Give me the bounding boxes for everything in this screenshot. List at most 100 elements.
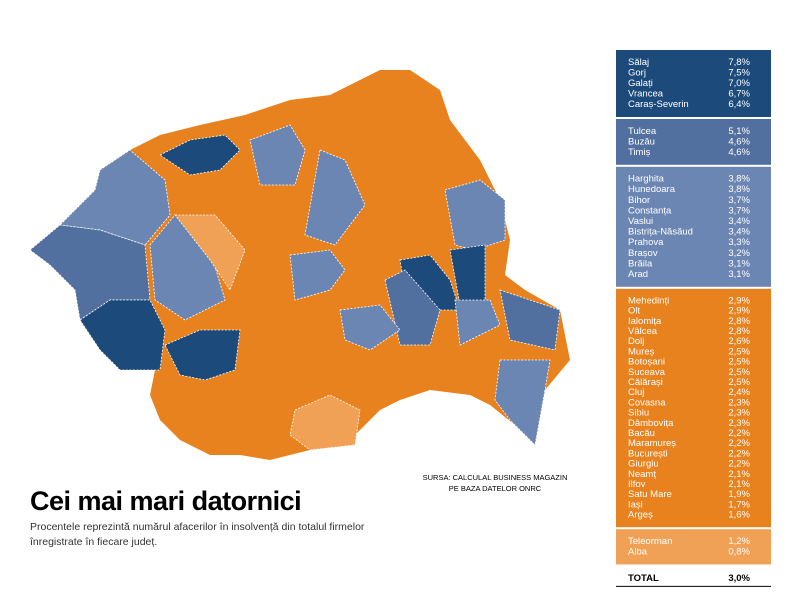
county-name: Giurgiu [628, 459, 659, 470]
county-name: Harghita [628, 174, 665, 185]
legend-group [616, 119, 771, 165]
legend-group [616, 288, 771, 528]
county-value: 2,2% [728, 448, 750, 459]
county [304, 149, 366, 246]
county-name: Mehedinți [628, 295, 669, 306]
county-value: 6,7% [728, 89, 750, 100]
county-name: Buzău [628, 136, 655, 147]
county-name: Prahova [628, 237, 664, 248]
county-name: Olt [628, 306, 641, 317]
county-name: Mureș [628, 346, 655, 357]
county-name: Suceava [628, 367, 666, 378]
county-name: Vrancea [628, 89, 664, 100]
county-value: 5,1% [728, 126, 750, 137]
county-value: 3,1% [728, 269, 750, 280]
county-name: Constanța [628, 205, 672, 216]
county-name: Alba [628, 547, 648, 558]
county-name: Teleorman [628, 536, 672, 547]
county-name: Vâlcea [628, 326, 658, 337]
county-value: 2,5% [728, 357, 750, 368]
county-name: Gorj [628, 67, 646, 78]
legend: Sălaj 7,8% Gorj 7,5% Galați 7,0% Vrancea 6,7% Ca… [616, 50, 771, 587]
map [29, 70, 570, 460]
county-name: Timiș [628, 147, 651, 158]
total-value: 3,0% [728, 573, 750, 584]
county [449, 244, 486, 306]
source-line: SURSA: CALCULAL BUSINESS MAGAZIN [423, 473, 568, 482]
county-name: Tulcea [628, 126, 657, 137]
county-name: Călărași [628, 377, 663, 388]
county-value: 1,2% [728, 536, 750, 547]
county-name: Neamț [628, 469, 656, 480]
county-value: 2,2% [728, 428, 750, 439]
county-value: 2,5% [728, 346, 750, 357]
county-name: Sălaj [628, 57, 649, 68]
county-name: Ilfov [628, 479, 646, 490]
county-name: Brăila [628, 258, 653, 269]
county-name: Arad [628, 269, 648, 280]
county-value: 3,4% [728, 216, 750, 227]
county-name: Maramureș [628, 438, 676, 449]
county [174, 214, 246, 291]
total-label: TOTAL [628, 573, 659, 584]
legend-group [616, 50, 771, 117]
county [444, 179, 506, 251]
county-name: Bacău [628, 428, 655, 439]
county-value: 7,0% [728, 78, 750, 89]
county-name: Caraș-Severin [628, 99, 689, 110]
county-name: Botoșani [628, 357, 665, 368]
county [499, 289, 561, 351]
county-value: 3,7% [728, 205, 750, 216]
county-name: București [628, 448, 668, 459]
county-value: 2,6% [728, 336, 750, 347]
county-name: Argeș [628, 510, 653, 521]
county-name: Hunedoara [628, 184, 676, 195]
county [59, 149, 171, 246]
county-value: 6,4% [728, 99, 750, 110]
county [249, 124, 306, 186]
county-name: Ialomița [628, 316, 662, 327]
county-name: Cluj [628, 387, 644, 398]
legend-group [616, 166, 771, 287]
county-name: Bistrița-Năsăud [628, 227, 693, 238]
county-value: 3,2% [728, 248, 750, 259]
county-value: 2,9% [728, 306, 750, 317]
county [454, 299, 501, 346]
county-value: 2,4% [728, 387, 750, 398]
county-value: 2,2% [728, 438, 750, 449]
county-value: 3,7% [728, 195, 750, 206]
county-name: Covasna [628, 397, 666, 408]
county-value: 3,3% [728, 237, 750, 248]
county-name: Dâmbovița [628, 418, 674, 429]
county [79, 299, 166, 371]
county-value: 2,3% [728, 418, 750, 429]
county-value: 2,8% [728, 316, 750, 327]
legend-group [616, 529, 771, 565]
county [384, 269, 441, 346]
county [494, 359, 551, 446]
county-value: 2,1% [728, 469, 750, 480]
county-value: 1,7% [728, 499, 750, 510]
county-value: 1,6% [728, 510, 750, 521]
county-name: Sibiu [628, 408, 649, 419]
county [289, 394, 361, 451]
county-name: Vaslui [628, 216, 653, 227]
county-name: Brașov [628, 248, 658, 259]
county-value: 2,2% [728, 459, 750, 470]
county-value: 0,8% [728, 547, 750, 558]
county-value: 7,8% [728, 57, 750, 68]
subtitle: Procentele reprezintă numărul afacerilor… [30, 521, 365, 533]
county-value: 2,3% [728, 408, 750, 419]
county-value: 7,5% [728, 67, 750, 78]
county-value: 3,8% [728, 184, 750, 195]
county-value: 2,3% [728, 397, 750, 408]
county-name: Dolj [628, 336, 644, 347]
county-value: 2,8% [728, 326, 750, 337]
county-name: Bihor [628, 195, 650, 206]
county-value: 3,1% [728, 258, 750, 269]
county-name: Satu Mare [628, 489, 672, 500]
county-name: Iași [628, 499, 643, 510]
county [164, 329, 241, 381]
